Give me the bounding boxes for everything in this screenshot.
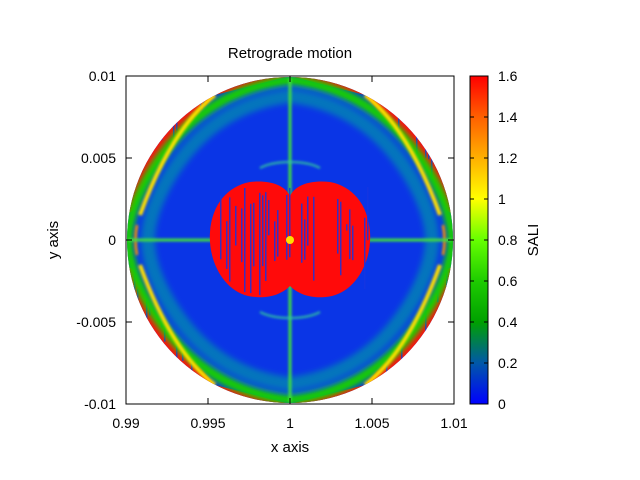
- central-stripe: [265, 192, 267, 282]
- x-tick-label: 1.01: [440, 415, 467, 431]
- cb-tick-label: 1.4: [498, 109, 518, 125]
- y-tick-label: 0: [108, 232, 116, 248]
- central-stable-point: [286, 236, 294, 244]
- y-tick-label: -0.005: [76, 314, 116, 330]
- central-stripe: [367, 186, 369, 241]
- x-tick-label: 0.99: [112, 415, 139, 431]
- corner-stripe: [176, 321, 178, 390]
- cb-tick-label: 0.6: [498, 273, 518, 289]
- corner-stripe: [155, 124, 157, 139]
- yellow-edge-tr: [363, 93, 442, 216]
- corner-stripe: [425, 135, 427, 158]
- chart-title: Retrograde motion: [228, 45, 352, 62]
- cb-tick-label: 0.4: [498, 314, 518, 330]
- central-stripe: [307, 196, 309, 246]
- corner-stripe: [428, 126, 430, 160]
- central-stripe: [220, 195, 222, 260]
- central-stripe: [301, 203, 303, 263]
- y-tick-label: 0.005: [81, 150, 116, 166]
- cb-tick-label: 1: [498, 191, 506, 207]
- separatrix-yellow-edges: [134, 93, 446, 387]
- central-stripe: [250, 203, 252, 294]
- yellow-edge-br: [363, 264, 442, 387]
- corner-stripe: [176, 119, 178, 131]
- x-axis-ticks: 0.99 0.995 1 1.005 1.01: [112, 76, 468, 431]
- central-stripe: [349, 209, 351, 260]
- y-tick-label: 0.01: [89, 68, 116, 84]
- yellow-edge-tl: [138, 93, 217, 216]
- cb-tick-label: 0.2: [498, 355, 518, 371]
- corner-stripe: [143, 99, 145, 112]
- corner-stripe: [434, 118, 436, 142]
- central-chaotic-zone: [209, 181, 371, 298]
- cb-tick-label: 1.2: [498, 150, 518, 166]
- colorbar-label: SALI: [525, 224, 542, 257]
- central-blue-stripes: [220, 186, 369, 296]
- central-stripe: [253, 202, 255, 267]
- central-stripe: [259, 192, 261, 296]
- y-axis-label: y axis: [45, 221, 62, 259]
- central-stripe: [337, 198, 339, 254]
- x-tick-label: 1: [286, 415, 294, 431]
- heatmap-disk: [127, 77, 453, 403]
- x-tick-label: 1.005: [354, 415, 389, 431]
- x-axis-label: x axis: [271, 439, 309, 456]
- central-stripe: [289, 187, 291, 258]
- central-stripe: [235, 205, 237, 246]
- central-stripe: [346, 224, 348, 231]
- central-stripe: [229, 197, 231, 282]
- central-stripe: [226, 221, 228, 269]
- corner-stripe: [440, 305, 442, 385]
- corner-stripe: [440, 139, 442, 172]
- central-stripe: [286, 194, 288, 260]
- corner-stripe: [140, 144, 142, 167]
- central-stripe: [277, 210, 279, 257]
- central-stripe: [268, 200, 270, 236]
- central-stripe: [241, 208, 243, 263]
- central-stripe: [313, 196, 315, 281]
- central-stripe: [304, 219, 306, 260]
- corner-stripe: [449, 144, 451, 168]
- central-stripe: [352, 225, 354, 261]
- separatrix-arc-lower: [259, 311, 321, 319]
- corner-stripe: [128, 290, 130, 365]
- separatrix-arc-upper: [259, 161, 321, 169]
- cb-tick-label: 1.6: [498, 68, 518, 84]
- corner-stripe: [137, 289, 139, 336]
- corner-stripe: [167, 104, 169, 115]
- cb-tick-label: 0: [498, 396, 506, 412]
- central-stripe: [340, 201, 342, 276]
- cb-tick-label: 0.8: [498, 232, 518, 248]
- colorbar-ticks: 0 0.2 0.4 0.6 0.8 1 1.2 1.4 1.6: [470, 68, 518, 412]
- y-axis-ticks: -0.01 -0.005 0 0.005 0.01: [76, 68, 454, 412]
- corner-stripe: [425, 300, 427, 358]
- central-stripe: [244, 188, 246, 292]
- central-stripe: [274, 221, 276, 262]
- central-stripe: [364, 217, 366, 290]
- y-tick-label: -0.01: [84, 396, 116, 412]
- colorbar: 0 0.2 0.4 0.6 0.8 1 1.2 1.4 1.6 SALI: [469, 68, 542, 412]
- yellow-edge-bl: [138, 264, 217, 387]
- x-tick-label: 0.995: [190, 415, 225, 431]
- corner-stripe: [173, 119, 175, 138]
- corner-stripe: [416, 117, 418, 161]
- corner-stripe: [158, 124, 160, 139]
- central-stripe: [262, 195, 264, 267]
- corner-stripe: [161, 108, 163, 141]
